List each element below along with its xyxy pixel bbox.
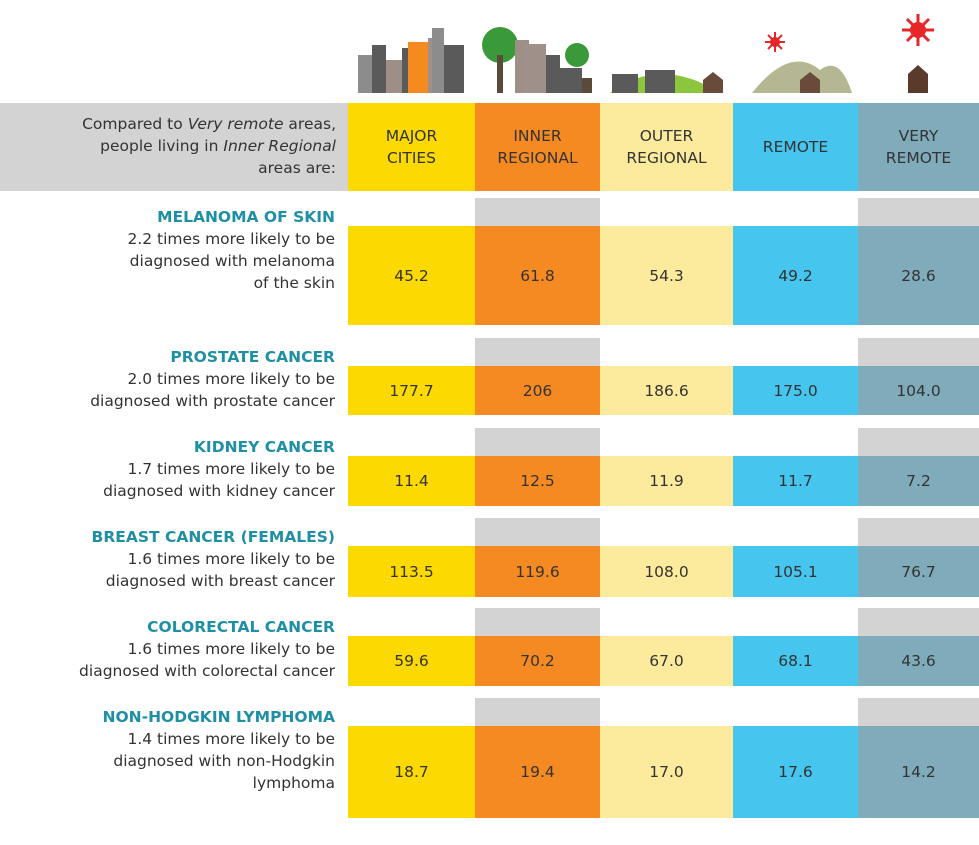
column-strip (858, 608, 979, 636)
value-cell: 43.6 (858, 636, 979, 686)
description-line: diagnosed with prostate cancer (90, 392, 335, 410)
column-header: MAJOR CITIES (348, 103, 475, 191)
column-strip (475, 198, 600, 226)
intro-segment: people living in (100, 137, 224, 155)
intro-line: Compared to Very remote areas, (0, 113, 336, 135)
value-cell: 113.5 (348, 546, 475, 597)
column-header-line: REMOTE (762, 138, 829, 156)
value-cell: 186.6 (600, 366, 733, 415)
row-title: BREAST CANCER (FEMALES) (91, 528, 336, 546)
value-cell: 11.4 (348, 456, 475, 506)
description-line: 1.6 times more likely to be (127, 640, 335, 658)
value-cell: 11.9 (600, 456, 733, 506)
value-cell: 108.0 (600, 546, 733, 597)
intro-segment: areas are: (258, 159, 336, 177)
value-cell: 18.7 (348, 726, 475, 818)
column-strip (858, 698, 979, 726)
column-header-line: CITIES (386, 149, 437, 167)
value-cell: 28.6 (858, 226, 979, 325)
description-line: diagnosed with non-Hodgkin (113, 752, 335, 770)
column-header-line: OUTER (639, 127, 694, 145)
row-title: NON-HODGKIN LYMPHOMA (102, 708, 335, 726)
intro-segment: areas, (283, 115, 336, 133)
value-cell: 175.0 (733, 366, 858, 415)
very-remote-icon (902, 14, 934, 93)
value-cell: 17.6 (733, 726, 858, 818)
column-strip (475, 518, 600, 546)
column-header-line: REMOTE (885, 149, 952, 167)
value-cell: 12.5 (475, 456, 600, 506)
description-line: diagnosed with melanoma (129, 252, 335, 270)
value-cell: 67.0 (600, 636, 733, 686)
intro-line: people living in Inner Regional (0, 135, 336, 157)
row-description: 2.2 times more likely to be diagnosed wit… (0, 228, 335, 294)
column-strip (475, 608, 600, 636)
row-title: COLORECTAL CANCER (147, 618, 335, 636)
value-cell: 19.4 (475, 726, 600, 818)
intro-segment: Very remote (187, 115, 284, 133)
value-cell: 11.7 (733, 456, 858, 506)
column-header-line: REGIONAL (626, 149, 707, 167)
value-cell: 119.6 (475, 546, 600, 597)
description-line: 1.4 times more likely to be (127, 730, 335, 748)
description-line: diagnosed with colorectal cancer (79, 662, 335, 680)
city-icon (358, 28, 464, 93)
column-header-line: REGIONAL (497, 149, 578, 167)
inner-regional-icon (482, 27, 592, 93)
row-description: 1.6 times more likely to be diagnosed wit… (0, 638, 335, 682)
row-description: 2.0 times more likely to be diagnosed wit… (0, 368, 335, 412)
value-cell: 104.0 (858, 366, 979, 415)
value-cell: 61.8 (475, 226, 600, 325)
row-description: 1.4 times more likely to be diagnosed wit… (0, 728, 335, 794)
value-cell: 206 (475, 366, 600, 415)
row-title: MELANOMA OF SKIN (157, 208, 335, 226)
value-cell: 70.2 (475, 636, 600, 686)
description-line: 2.0 times more likely to be (127, 370, 335, 388)
row-title: PROSTATE CANCER (170, 348, 335, 366)
intro-text: Compared to Very remote areas, people liv… (0, 103, 348, 191)
value-cell: 49.2 (733, 226, 858, 325)
column-strip (858, 338, 979, 366)
column-header: VERY REMOTE (858, 103, 979, 191)
column-strip (858, 518, 979, 546)
value-cell: 7.2 (858, 456, 979, 506)
column-header: REMOTE (733, 103, 858, 191)
intro-segment: Inner Regional (223, 137, 336, 155)
description-line: diagnosed with kidney cancer (103, 482, 335, 500)
description-line: 1.7 times more likely to be (127, 460, 335, 478)
description-line: diagnosed with breast cancer (105, 572, 335, 590)
row-title: KIDNEY CANCER (193, 438, 335, 456)
description-line: 1.6 times more likely to be (127, 550, 335, 568)
intro-segment: Compared to (82, 115, 188, 133)
column-header-line: MAJOR (385, 127, 438, 145)
column-header-line: INNER (513, 127, 562, 145)
area-icons (358, 14, 934, 93)
value-cell: 68.1 (733, 636, 858, 686)
value-cell: 59.6 (348, 636, 475, 686)
column-strip (475, 428, 600, 456)
column-strip (475, 338, 600, 366)
value-cell: 76.7 (858, 546, 979, 597)
description-line: 2.2 times more likely to be (127, 230, 335, 248)
value-cell: 14.2 (858, 726, 979, 818)
value-cell: 177.7 (348, 366, 475, 415)
value-cell: 54.3 (600, 226, 733, 325)
intro-line: areas are: (0, 157, 336, 179)
remote-icon (752, 32, 852, 93)
column-strip (858, 198, 979, 226)
value-cell: 45.2 (348, 226, 475, 325)
description-line: of the skin (253, 274, 335, 292)
description-line: lymphoma (252, 774, 335, 792)
value-cell: 17.0 (600, 726, 733, 818)
column-header: INNER REGIONAL (475, 103, 600, 191)
column-strip (475, 698, 600, 726)
column-header-line: VERY (898, 127, 939, 145)
column-header: OUTER REGIONAL (600, 103, 733, 191)
value-cell: 105.1 (733, 546, 858, 597)
row-description: 1.7 times more likely to be diagnosed wit… (0, 458, 335, 502)
row-description: 1.6 times more likely to be diagnosed wit… (0, 548, 335, 592)
outer-regional-icon (610, 70, 723, 93)
column-strip (858, 428, 979, 456)
